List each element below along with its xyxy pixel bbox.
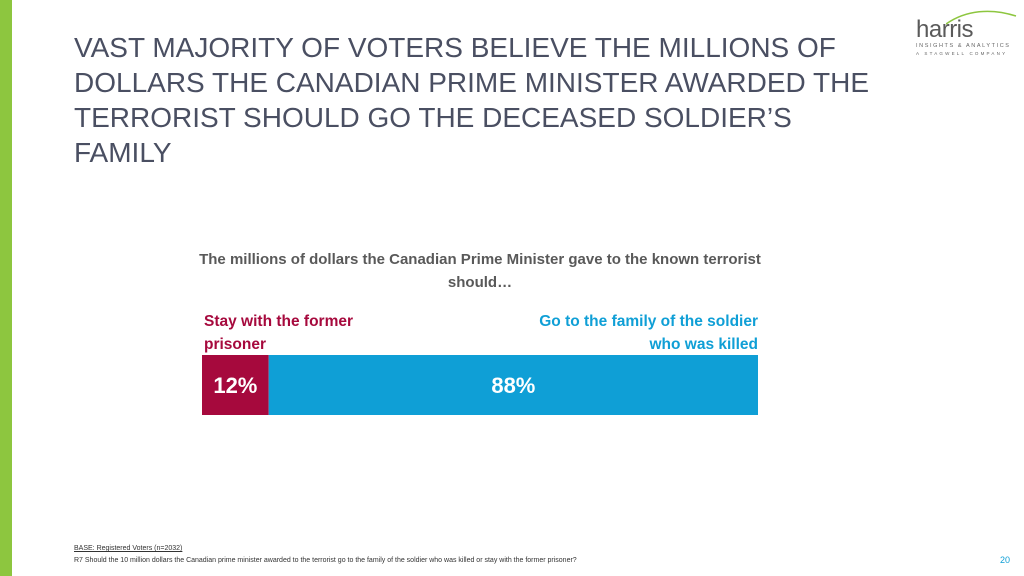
accent-bar <box>0 0 12 576</box>
page-number: 20 <box>999 555 1010 565</box>
logo-subtagline: A STAGWELL COMPANY <box>916 51 1008 56</box>
chart-title: The millions of dollars the Canadian Pri… <box>199 251 761 291</box>
harris-logo: harris INSIGHTS & ANALYTICS A STAGWELL C… <box>906 8 1017 60</box>
footer-base: BASE: Registered Voters (n=2032) <box>74 545 183 552</box>
logo-wordmark: harris <box>916 16 974 43</box>
category-label-stay: Stay with the former prisoner <box>204 313 353 353</box>
logo-swoosh-icon <box>946 10 1017 25</box>
category-label-family: Go to the family of the soldier who was … <box>539 313 758 353</box>
bar-segment-1 <box>268 355 758 415</box>
logo-tagline: INSIGHTS & ANALYTICS <box>916 43 1011 49</box>
bar-value-label-1: 88% <box>491 373 535 398</box>
footer-question: R7 Should the 10 million dollars the Can… <box>74 557 577 564</box>
bar-value-label-0: 12% <box>213 373 257 398</box>
stacked-bar-chart: 12% 88% <box>202 355 758 415</box>
bar-segment-0 <box>202 355 269 415</box>
slide-title: VAST MAJORITY OF VOTERS BELIEVE THE MILL… <box>74 32 870 168</box>
